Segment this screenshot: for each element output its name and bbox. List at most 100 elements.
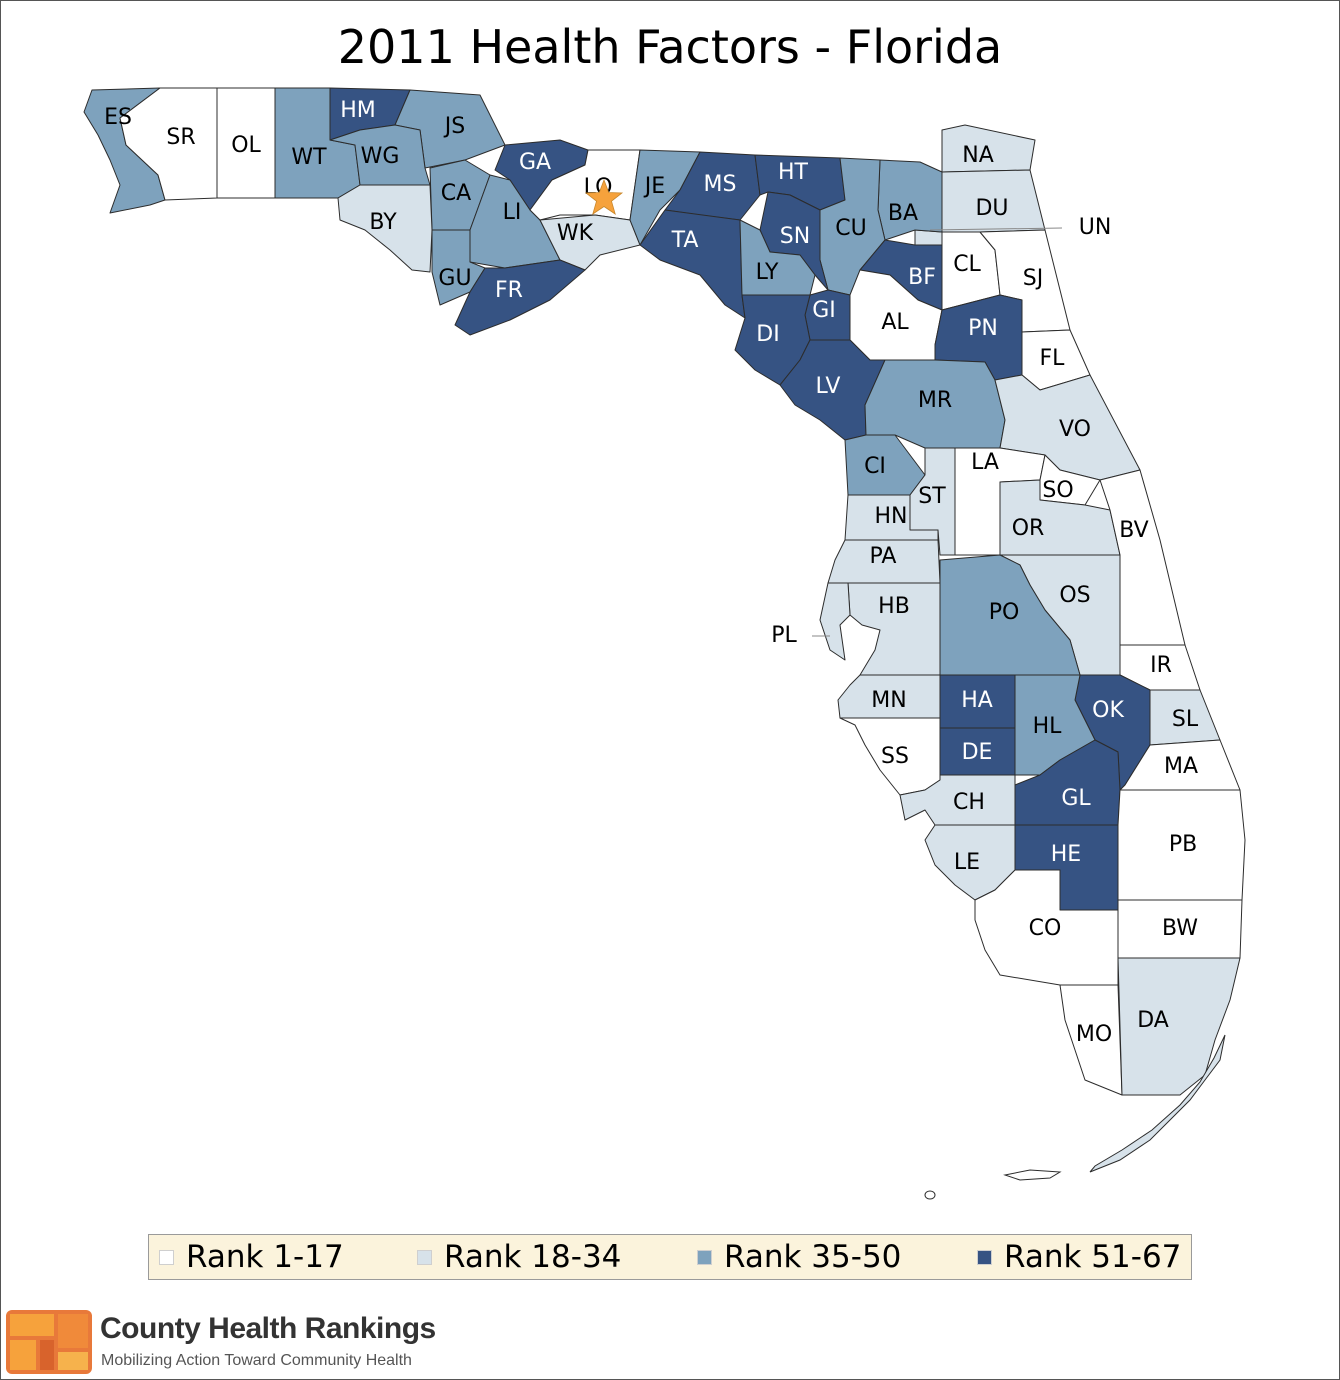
county-label-OL: OL bbox=[231, 133, 261, 158]
county-label-PB: PB bbox=[1169, 832, 1197, 857]
county-label-JS: JS bbox=[443, 114, 465, 139]
county-DA[interactable] bbox=[1117, 957, 1241, 1096]
county-PL[interactable] bbox=[819, 582, 851, 661]
county-label-LA: LA bbox=[971, 450, 999, 475]
county-TA[interactable] bbox=[639, 209, 746, 319]
map-legend: Rank 1-17 Rank 18-34 Rank 35-50 Rank 51-… bbox=[148, 1234, 1192, 1280]
county-label-PN: PN bbox=[968, 316, 998, 341]
legend-swatch-rank-1-17 bbox=[159, 1249, 174, 1265]
county-label-DE: DE bbox=[962, 740, 993, 765]
county-label-PA: PA bbox=[870, 544, 897, 569]
county-label-PO: PO bbox=[989, 600, 1020, 625]
county-FR[interactable] bbox=[454, 259, 586, 336]
county-label-VO: VO bbox=[1059, 417, 1091, 442]
county-label-SS: SS bbox=[881, 744, 909, 769]
county-label-SL: SL bbox=[1172, 707, 1199, 732]
dry-tortugas-island bbox=[924, 1190, 936, 1200]
county-label-HE: HE bbox=[1051, 842, 1081, 867]
county-label-CL: CL bbox=[953, 252, 981, 277]
county-label-BA: BA bbox=[888, 201, 918, 226]
keys-island-chain bbox=[1089, 1034, 1226, 1173]
florida-keys bbox=[924, 1034, 1226, 1200]
county-label-HT: HT bbox=[778, 160, 809, 185]
county-label-MS: MS bbox=[704, 172, 737, 197]
county-label-MO: MO bbox=[1076, 1022, 1112, 1047]
county-label-ES: ES bbox=[104, 105, 132, 130]
county-label-WG: WG bbox=[361, 144, 400, 169]
county-UN[interactable] bbox=[914, 229, 943, 246]
county-label-GU: GU bbox=[438, 266, 471, 291]
county-label-SR: SR bbox=[166, 125, 195, 150]
county-label-BF: BF bbox=[908, 265, 936, 290]
county-label-HA: HA bbox=[961, 688, 993, 713]
county-label-GL: GL bbox=[1061, 786, 1091, 811]
map-title: 2011 Health Factors - Florida bbox=[337, 20, 1003, 74]
county-label-BW: BW bbox=[1162, 916, 1198, 941]
star-icon bbox=[584, 178, 624, 215]
keys-west-islands bbox=[1003, 1169, 1062, 1181]
legend-item-rank-51-67: Rank 51-67 bbox=[977, 1235, 1181, 1279]
county-label-NA: NA bbox=[962, 143, 994, 168]
county-NA[interactable] bbox=[941, 124, 1036, 173]
county-label-MN: MN bbox=[871, 688, 906, 713]
leader-line-UN bbox=[929, 227, 1063, 231]
county-label-DU: DU bbox=[975, 196, 1008, 221]
county-label-AL: AL bbox=[881, 310, 909, 335]
legend-swatch-rank-51-67 bbox=[977, 1249, 992, 1265]
county-label-LV: LV bbox=[816, 374, 841, 399]
county-BY[interactable] bbox=[337, 184, 433, 273]
county-WG[interactable] bbox=[329, 124, 431, 186]
county-label-OK: OK bbox=[1092, 698, 1124, 723]
legend-label: Rank 35-50 bbox=[724, 1239, 902, 1275]
county-label-CU: CU bbox=[835, 216, 866, 241]
county-label-TA: TA bbox=[671, 228, 699, 253]
county-label-ST: ST bbox=[918, 484, 946, 509]
legend-label: Rank 1-17 bbox=[186, 1239, 344, 1275]
legend-item-rank-35-50: Rank 35-50 bbox=[697, 1235, 901, 1279]
county-label-HL: HL bbox=[1033, 714, 1063, 739]
county-label-DA: DA bbox=[1137, 1008, 1169, 1033]
county-label-LY: LY bbox=[756, 260, 779, 285]
county-label-CA: CA bbox=[441, 181, 471, 206]
county-label-OS: OS bbox=[1059, 583, 1090, 608]
county-label-BV: BV bbox=[1119, 518, 1148, 543]
county-label-DI: DI bbox=[756, 322, 779, 347]
county-label-MR: MR bbox=[918, 388, 952, 413]
county-label-SJ: SJ bbox=[1023, 266, 1043, 291]
highlight-star-marker bbox=[584, 178, 624, 215]
county-label-LI: LI bbox=[503, 200, 522, 225]
county-label-WT: WT bbox=[291, 145, 327, 170]
county-label-HM: HM bbox=[340, 98, 376, 123]
county-label-GA: GA bbox=[519, 150, 551, 175]
brand-name: County Health Rankings bbox=[100, 1312, 436, 1345]
legend-label: Rank 51-67 bbox=[1004, 1239, 1182, 1275]
legend-item-rank-1-17: Rank 1-17 bbox=[159, 1235, 344, 1279]
county-MO[interactable] bbox=[1059, 984, 1123, 1096]
county-label-CO: CO bbox=[1029, 916, 1062, 941]
legend-item-rank-18-34: Rank 18-34 bbox=[417, 1235, 621, 1279]
county-label-CI: CI bbox=[864, 454, 886, 479]
county-label-HN: HN bbox=[875, 504, 908, 529]
county-label-PL: PL bbox=[771, 623, 797, 648]
legend-swatch-rank-35-50 bbox=[697, 1249, 712, 1265]
brand-tagline: Mobilizing Action Toward Community Healt… bbox=[101, 1352, 412, 1369]
label-leader-lines bbox=[812, 227, 1063, 637]
legend-label: Rank 18-34 bbox=[444, 1239, 622, 1275]
county-label-GI: GI bbox=[812, 298, 836, 323]
county-label-MA: MA bbox=[1164, 754, 1198, 779]
county-label-SO: SO bbox=[1042, 478, 1073, 503]
county-label-UN: UN bbox=[1079, 215, 1112, 240]
county-label-JE: JE bbox=[643, 174, 665, 199]
county-label-FL: FL bbox=[1040, 346, 1066, 371]
county-label-LE: LE bbox=[954, 850, 980, 875]
legend-swatch-rank-18-34 bbox=[417, 1249, 432, 1265]
county-label-CH: CH bbox=[953, 790, 985, 815]
county-label-FR: FR bbox=[495, 278, 523, 303]
county-label-IR: IR bbox=[1150, 653, 1172, 678]
county-BA[interactable] bbox=[877, 159, 943, 241]
county-label-OR: OR bbox=[1012, 516, 1045, 541]
county-label-SN: SN bbox=[780, 224, 810, 249]
county-label-BY: BY bbox=[369, 210, 397, 235]
